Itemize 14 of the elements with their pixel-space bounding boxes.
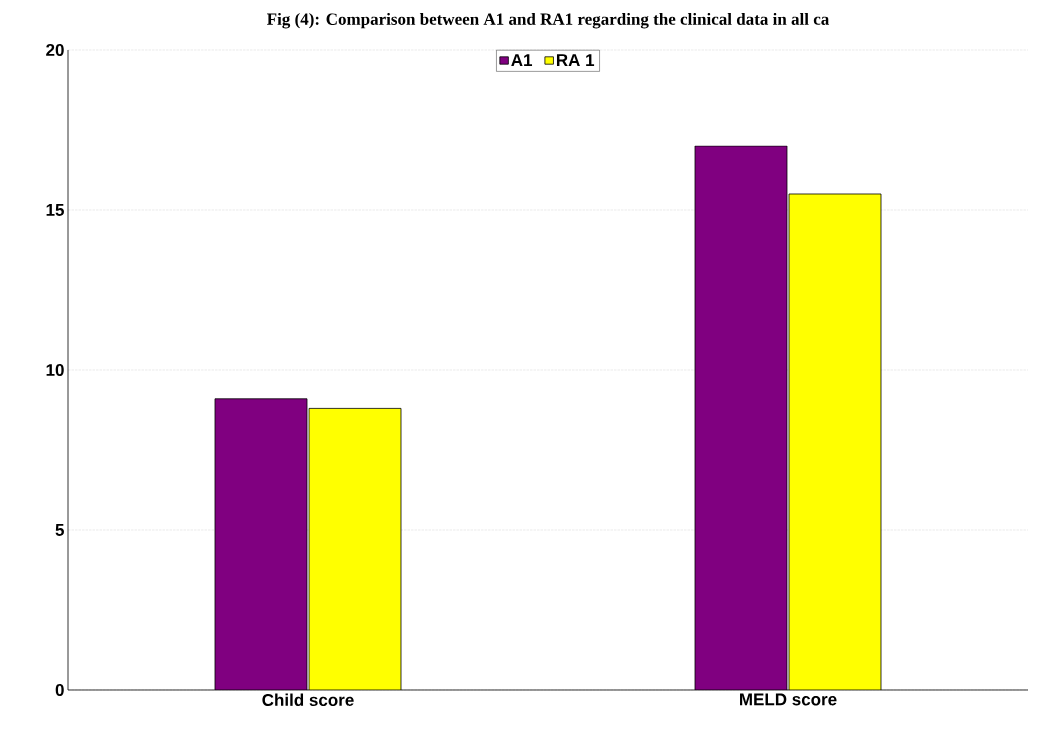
y-tick-label: 20	[46, 43, 64, 57]
y-tick-label: 15	[46, 204, 64, 216]
legend-label: A1	[511, 54, 533, 66]
bar	[788, 193, 882, 690]
y-tick-label: 10	[46, 363, 64, 377]
bar	[215, 398, 307, 690]
y-tick-label: 0	[55, 683, 64, 697]
x-tick-label: MELD score	[740, 693, 837, 706]
bar	[694, 145, 788, 690]
y-tick-label: 5	[55, 524, 64, 536]
legend-label: RA 1	[556, 54, 595, 66]
bar	[309, 408, 401, 690]
chart-title: Fig (4): Comparison between A1 and RA1 regarding the clinical data in all ca	[267, 12, 830, 29]
x-tick-label: Child score	[262, 693, 354, 707]
